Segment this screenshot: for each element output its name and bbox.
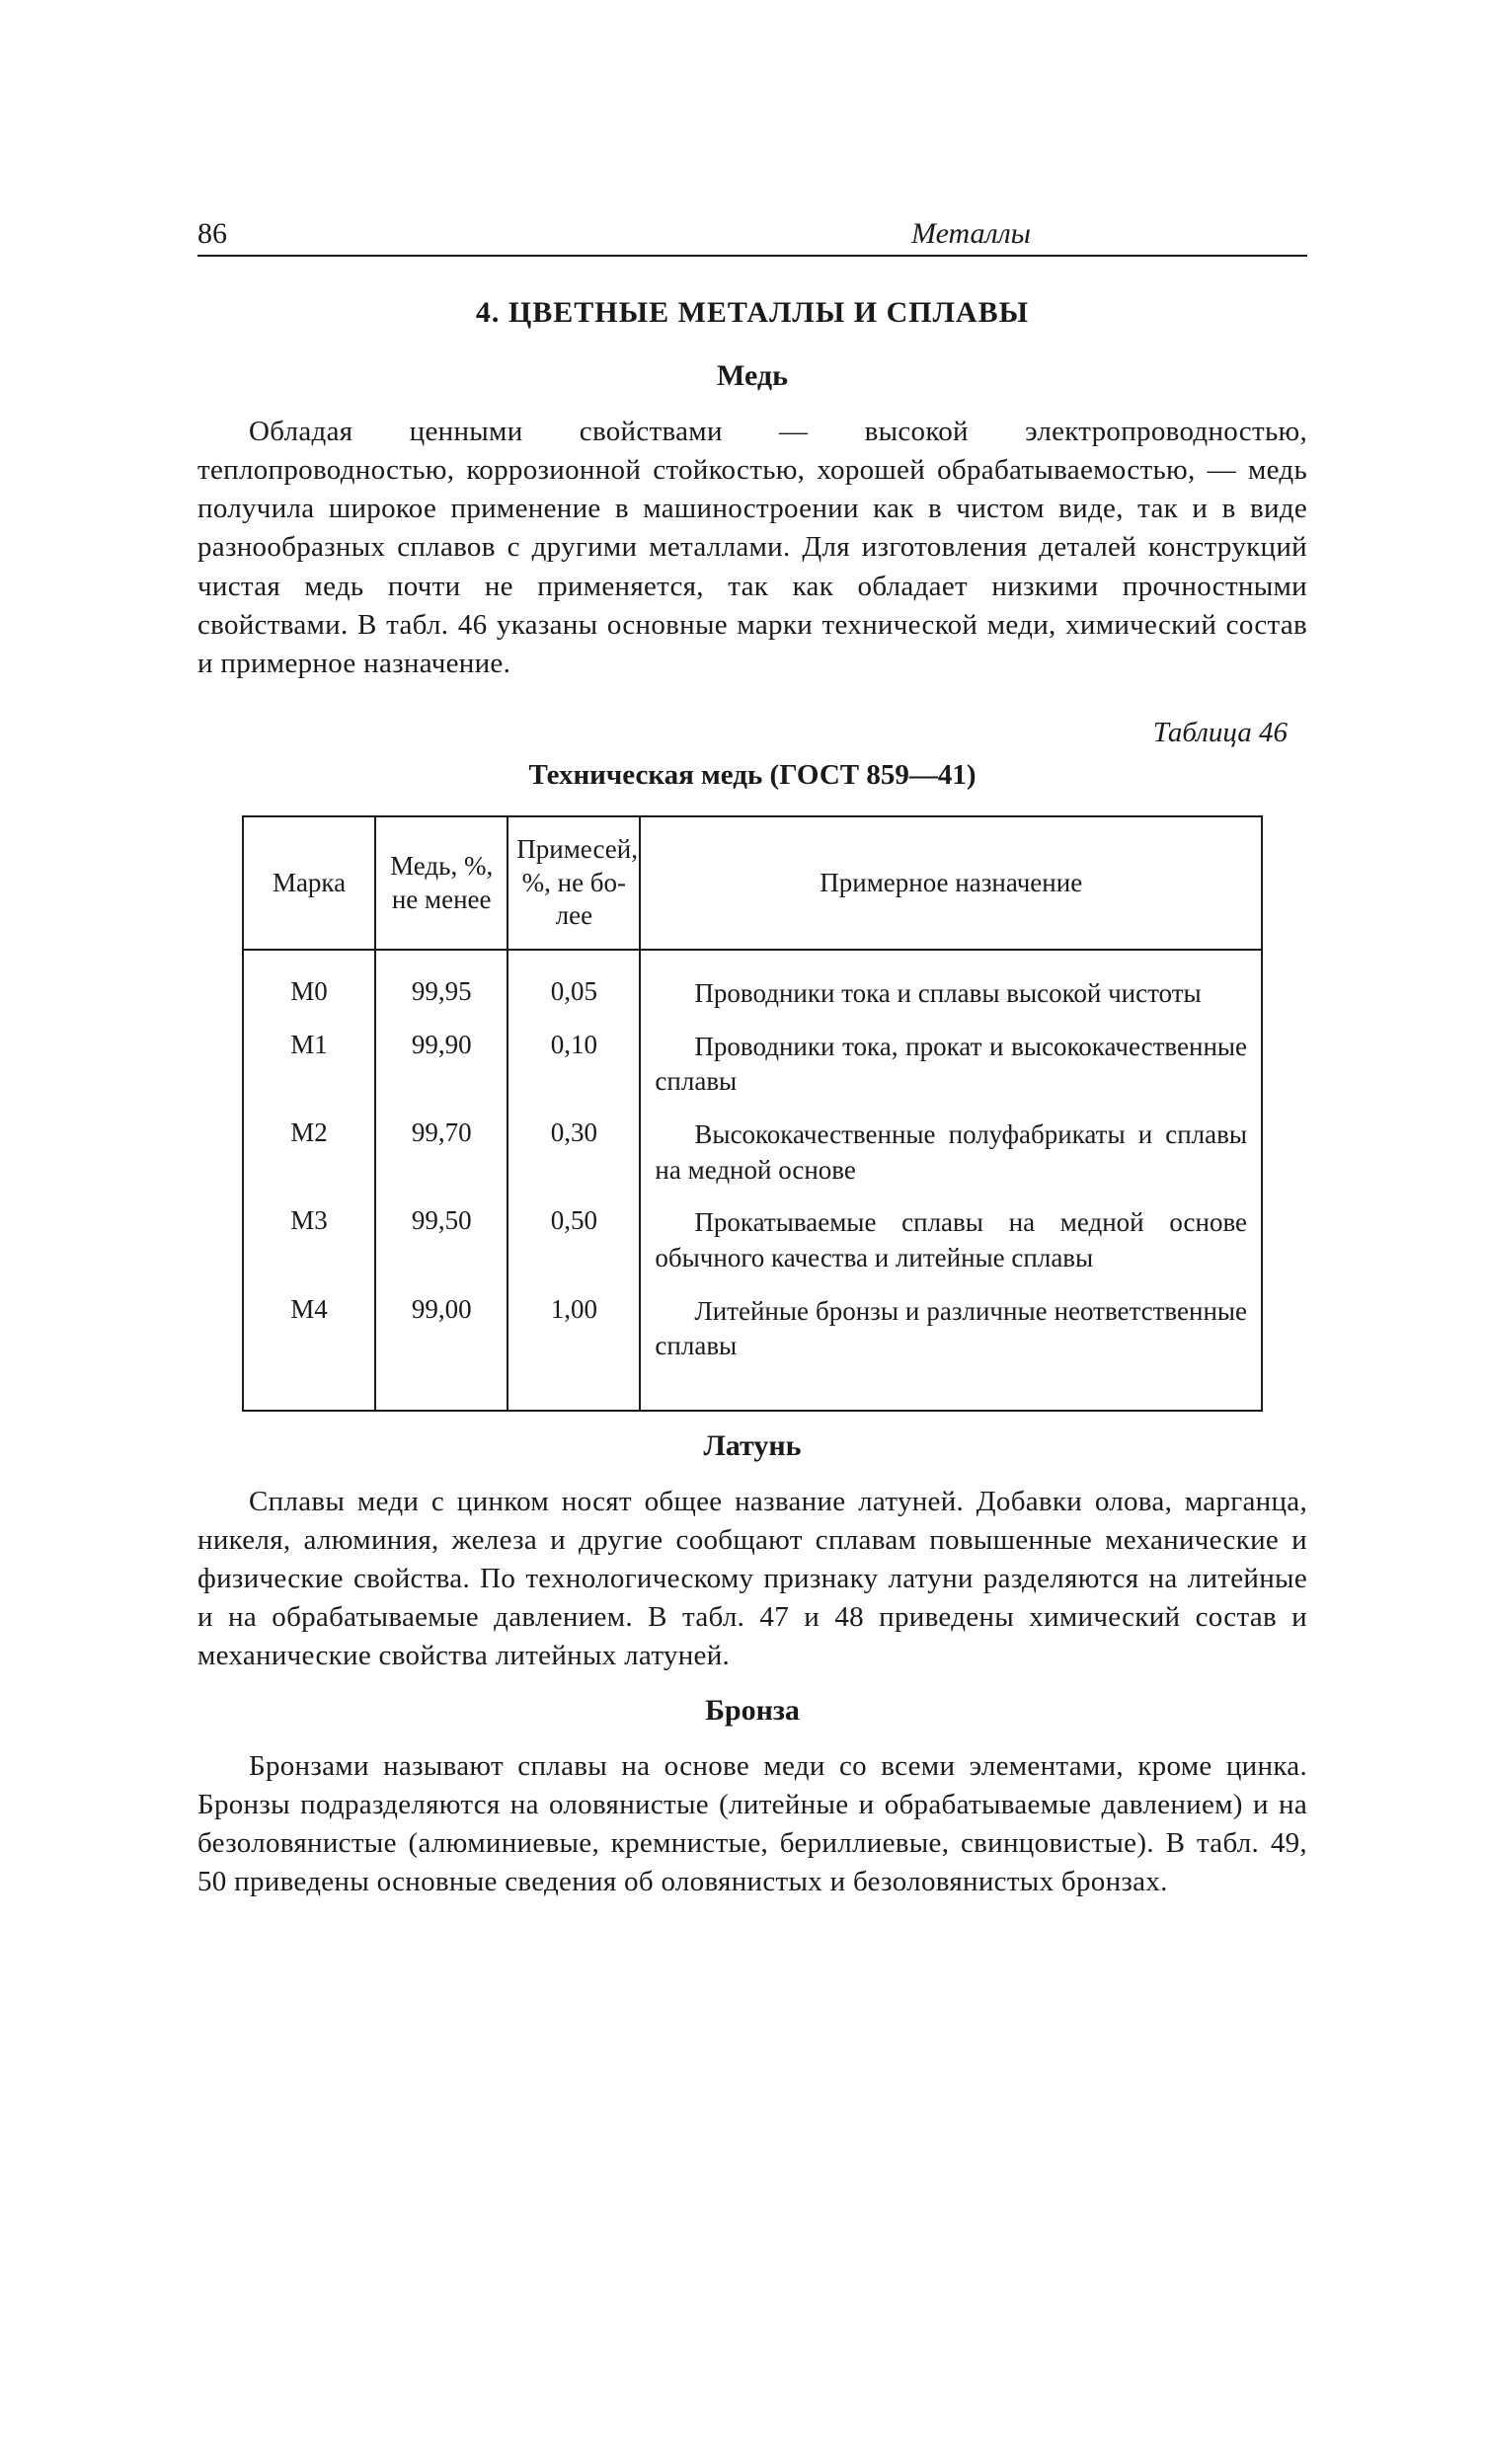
paragraph-bronze: Бронзами называют сплавы на основе меди …	[197, 1747, 1307, 1902]
cell-marka: М2	[243, 1104, 375, 1192]
table-label-46: Таблица 46	[197, 717, 1288, 749]
cell-purpose: Проводники тока, прокат и вы­сококачеств…	[640, 1016, 1262, 1104]
cell-purpose: Высококачественные полуфабри­каты и спла…	[640, 1104, 1262, 1192]
th-naznachenie: Примерное назначение	[640, 816, 1262, 950]
paragraph-brass: Сплавы меди с цинком носят общее названи…	[197, 1483, 1307, 1676]
table-caption-46: Техническая медь (ГОСТ 859—41)	[197, 759, 1307, 792]
cell-prim: 1,00	[508, 1280, 640, 1411]
cell-med: 99,00	[375, 1280, 508, 1411]
section-title: 4. ЦВЕТНЫЕ МЕТАЛЛЫ И СПЛАВЫ	[197, 296, 1307, 330]
subheading-bronze: Бронза	[197, 1694, 1307, 1728]
cell-marka: М0	[243, 950, 375, 1016]
cell-purpose: Прокатываемые сплавы на мед­ной основе о…	[640, 1192, 1262, 1279]
table-row: М4 99,00 1,00 Литейные бронзы и различны…	[243, 1280, 1262, 1411]
cell-marka: М1	[243, 1016, 375, 1104]
paragraph-copper: Обладая ценными свойствами — высокой эле…	[197, 413, 1307, 683]
cell-marka: М3	[243, 1192, 375, 1279]
table-46: Марка Медь, %, не менее Примесей, %, не …	[242, 815, 1263, 1412]
table-body: М0 99,95 0,05 Проводники тока и сплавы в…	[243, 950, 1262, 1411]
table-row: М2 99,70 0,30 Высококачественные полуфаб…	[243, 1104, 1262, 1192]
table-header-row: Марка Медь, %, не менее Примесей, %, не …	[243, 816, 1262, 950]
th-marka: Марка	[243, 816, 375, 950]
table-row: М0 99,95 0,05 Проводники тока и сплавы в…	[243, 950, 1262, 1016]
cell-med: 99,95	[375, 950, 508, 1016]
cell-med: 99,70	[375, 1104, 508, 1192]
running-title: Металлы	[911, 217, 1031, 251]
cell-prim: 0,30	[508, 1104, 640, 1192]
subheading-brass: Латунь	[197, 1429, 1307, 1463]
page-root: 86 Металлы 4. ЦВЕТНЫЕ МЕТАЛЛЫ И СПЛАВЫ М…	[0, 0, 1485, 2000]
th-med: Медь, %, не менее	[375, 816, 508, 950]
cell-prim: 0,10	[508, 1016, 640, 1104]
cell-med: 99,50	[375, 1192, 508, 1279]
cell-prim: 0,05	[508, 950, 640, 1016]
cell-purpose: Проводники тока и сплавы вы­сокой чистот…	[640, 950, 1262, 1016]
table-row: М1 99,90 0,10 Проводники тока, прокат и …	[243, 1016, 1262, 1104]
cell-purpose: Литейные бронзы и различные неответствен…	[640, 1280, 1262, 1411]
cell-marka: М4	[243, 1280, 375, 1411]
subheading-copper: Медь	[197, 359, 1307, 393]
page-header: 86 Металлы	[197, 217, 1307, 257]
table-row: М3 99,50 0,50 Прокатываемые сплавы на ме…	[243, 1192, 1262, 1279]
th-primesej: Примесей, %, не бо­лее	[508, 816, 640, 950]
page-number: 86	[197, 217, 227, 251]
cell-med: 99,90	[375, 1016, 508, 1104]
cell-prim: 0,50	[508, 1192, 640, 1279]
